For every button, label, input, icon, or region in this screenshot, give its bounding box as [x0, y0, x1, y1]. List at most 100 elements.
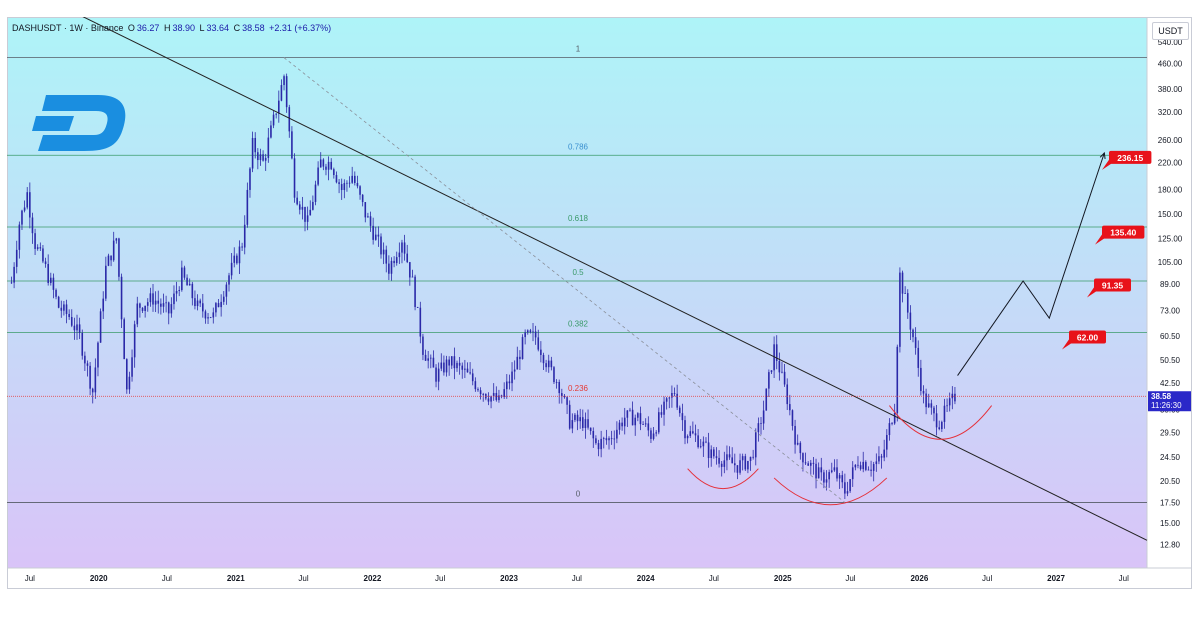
candle-body	[139, 303, 141, 308]
candle-body	[574, 414, 576, 421]
candle-body	[165, 302, 167, 304]
candle-body	[477, 389, 479, 391]
candle-body	[348, 182, 351, 184]
candle-body	[935, 413, 938, 428]
candle-body	[768, 372, 770, 389]
candle-body	[440, 362, 443, 369]
candle-body	[39, 247, 42, 249]
candle-body	[409, 262, 411, 278]
candle-body	[503, 389, 505, 397]
price-tick-label: 24.50	[1160, 453, 1181, 462]
candle-body	[291, 131, 293, 159]
candle-body	[416, 307, 419, 308]
price-tick-label: 460.00	[1158, 59, 1183, 68]
candle-body	[160, 303, 162, 307]
candle-body	[422, 336, 424, 355]
candle-body	[340, 184, 343, 191]
candle-body	[859, 465, 862, 470]
candle-body	[272, 114, 275, 126]
candle-body	[76, 324, 78, 331]
candle-body	[230, 262, 233, 276]
currency-unit-button[interactable]: USDT	[1152, 22, 1189, 40]
candle-body	[529, 330, 532, 333]
candle-body	[380, 236, 382, 255]
candle-body	[474, 381, 477, 390]
candle-body	[757, 423, 760, 433]
price-tick-label: 17.50	[1160, 498, 1181, 507]
candle-body	[893, 412, 896, 424]
candle-body	[275, 113, 277, 115]
candle-body	[115, 238, 118, 241]
candle-body	[621, 422, 623, 427]
candle-body	[267, 137, 270, 158]
candle-body	[723, 460, 726, 467]
candle-body	[553, 367, 555, 383]
cup-arc	[889, 405, 993, 440]
candle-body	[264, 157, 267, 161]
candle-body	[327, 161, 330, 170]
candle-body	[278, 100, 280, 114]
candle-body	[663, 401, 665, 415]
candle-body	[251, 138, 254, 169]
candle-body	[568, 404, 571, 429]
candle-body	[354, 175, 356, 184]
close-label: C	[233, 23, 241, 33]
candle-body	[91, 388, 94, 393]
low-value: 33.64	[206, 23, 230, 33]
candle-body	[665, 398, 668, 402]
candle-body	[870, 469, 872, 471]
candle-body	[851, 467, 854, 480]
candle-body	[930, 403, 933, 408]
candle-body	[162, 303, 165, 307]
candle-body	[642, 424, 644, 425]
candle-body	[367, 216, 369, 218]
candle-body	[587, 419, 589, 428]
candle-body	[149, 293, 152, 303]
candle-body	[424, 354, 427, 361]
candle-body	[692, 431, 694, 434]
price-chart[interactable]: 1 0.786 0.618 0.5 0.382 0 0.236 12.80 15.00 17.5…	[7, 17, 1192, 589]
candle-body	[498, 395, 500, 401]
cup-arc	[773, 477, 888, 506]
candle-body	[668, 397, 671, 399]
chart-border	[7, 17, 1192, 589]
high-value: 38.90	[172, 23, 195, 33]
candle-body	[453, 356, 456, 369]
time-tick-label: 2025	[774, 574, 792, 583]
candle-body	[938, 427, 941, 430]
candle-body	[650, 430, 652, 439]
candle-body	[36, 247, 39, 249]
price-tick-label: 260.00	[1158, 136, 1183, 145]
candle-body	[173, 293, 175, 305]
time-tick-label: Jul	[982, 574, 992, 583]
time-tick-label: 2026	[910, 574, 928, 583]
candle-body	[872, 464, 875, 471]
candle-body	[605, 438, 608, 441]
candle-body	[558, 382, 561, 394]
candle-body	[55, 289, 57, 297]
candle-body	[259, 154, 262, 161]
candle-body	[144, 305, 146, 311]
candle-body	[479, 390, 482, 395]
candle-body	[47, 263, 49, 283]
fib-level-label: 1	[576, 45, 581, 54]
candle-body	[731, 457, 733, 464]
candle-body	[178, 290, 181, 292]
candle-body	[18, 224, 21, 250]
candle-body	[770, 370, 773, 373]
time-axis-background	[7, 568, 1192, 589]
candle-body	[63, 304, 65, 311]
candle-body	[886, 435, 888, 450]
candle-body	[157, 300, 160, 304]
candle-body	[325, 166, 327, 170]
time-tick-label: 2022	[364, 574, 382, 583]
candle-body	[838, 475, 841, 479]
price-tick-label: 180.00	[1158, 185, 1183, 194]
candle-body	[68, 313, 70, 318]
candle-body	[789, 404, 791, 411]
candle-body	[385, 249, 388, 264]
candle-body	[597, 443, 600, 450]
candle-body	[34, 233, 36, 249]
fib-level-label: 0.618	[568, 214, 589, 223]
